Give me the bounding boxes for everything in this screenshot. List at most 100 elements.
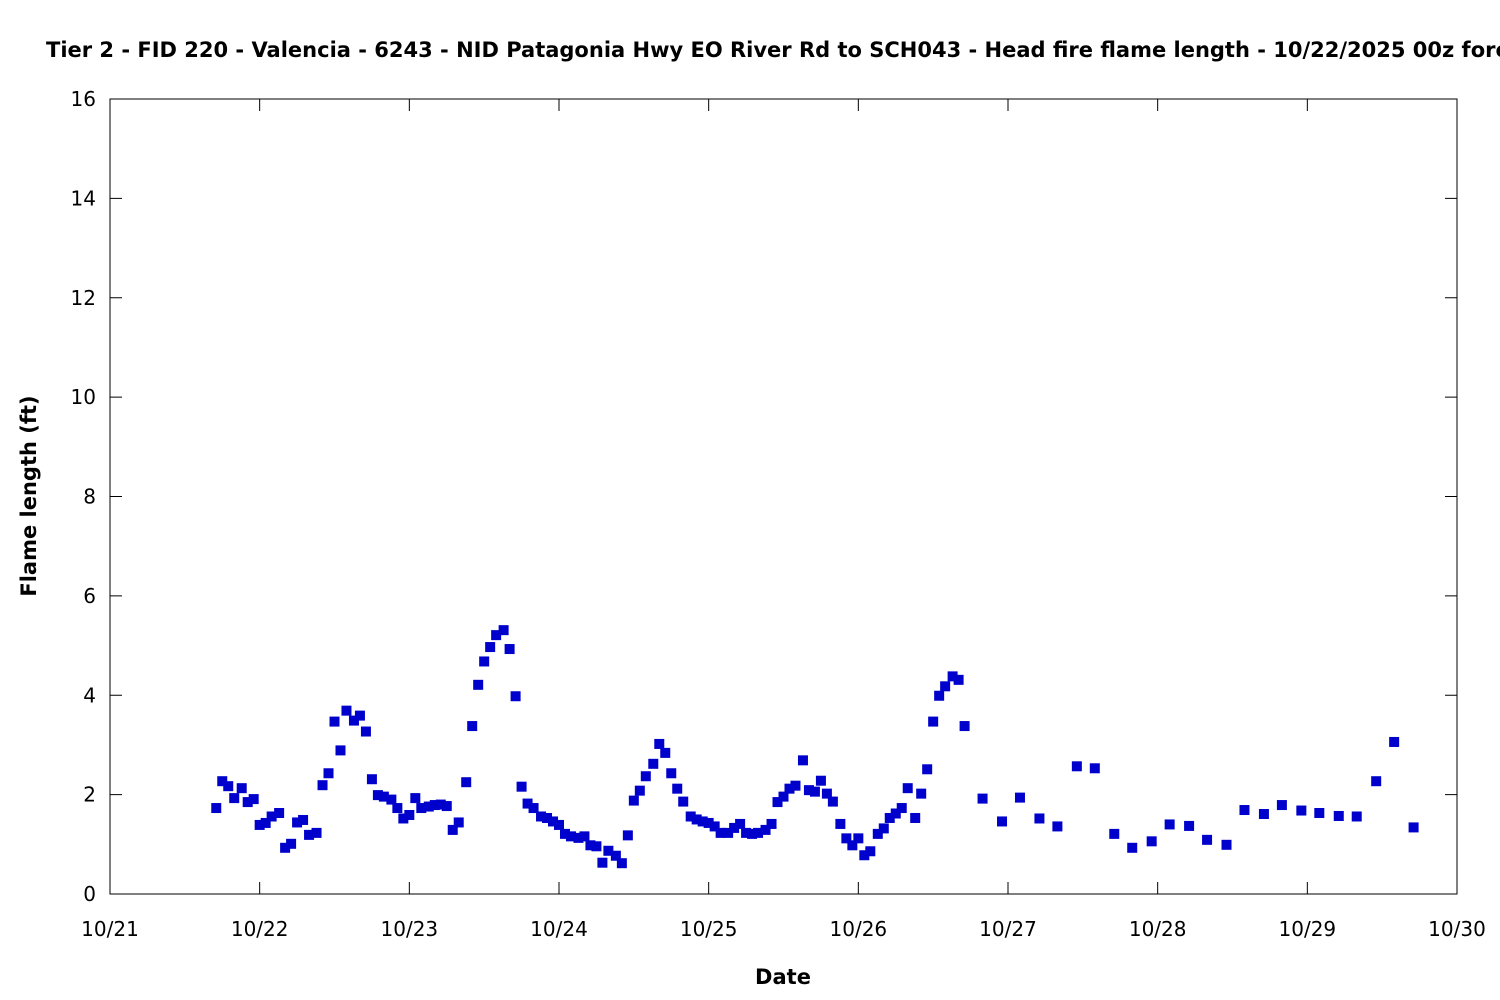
data-point (286, 838, 297, 849)
data-point (479, 656, 490, 667)
data-point (847, 840, 858, 851)
data-point (573, 832, 584, 843)
data-point (392, 803, 403, 814)
data-point (559, 828, 570, 839)
data-point (934, 690, 945, 701)
data-point (1164, 819, 1175, 830)
y-tick-label: 0 (83, 882, 96, 906)
data-point (896, 803, 907, 814)
data-point (859, 850, 870, 861)
data-point (760, 824, 771, 835)
data-point (797, 755, 808, 766)
data-point (423, 801, 434, 812)
data-point (292, 817, 303, 828)
y-tick-label: 16 (71, 87, 96, 111)
data-point (1034, 813, 1045, 824)
data-point (902, 783, 913, 794)
data-point (691, 814, 702, 825)
data-point (565, 831, 576, 842)
data-point (280, 842, 291, 853)
data-point (223, 781, 234, 792)
data-point (865, 846, 876, 857)
data-point (311, 827, 322, 838)
y-tick-label: 12 (71, 286, 96, 310)
data-point (516, 781, 527, 792)
y-axis-tick-labels: 0 2 4 6 8 10 12 14 16 (71, 87, 96, 906)
data-point (772, 797, 783, 808)
data-point (640, 771, 651, 782)
data-point (242, 797, 253, 808)
data-point (1127, 842, 1138, 853)
data-point (910, 812, 921, 823)
y-tick-label: 2 (83, 783, 96, 807)
data-point (622, 830, 633, 841)
data-point (959, 721, 970, 732)
y-tick-label: 6 (83, 584, 96, 608)
axis-ticks (109, 98, 1458, 895)
data-point (928, 716, 939, 727)
data-point (1296, 805, 1307, 816)
data-point (997, 816, 1008, 827)
data-point (616, 858, 627, 869)
data-point (473, 679, 484, 690)
data-point (298, 814, 309, 825)
data-point (703, 817, 714, 828)
data-point (585, 840, 596, 851)
data-point (348, 715, 359, 726)
data-point (354, 710, 365, 721)
data-point (536, 811, 547, 822)
data-point (648, 758, 659, 769)
data-point (1014, 792, 1025, 803)
data-point (485, 642, 496, 653)
data-point (360, 726, 371, 737)
data-point (1333, 810, 1344, 821)
data-point (634, 785, 645, 796)
data-point (947, 671, 958, 682)
data-point (398, 813, 409, 824)
data-point (335, 745, 346, 756)
data-point (528, 803, 539, 814)
plot-frame (109, 98, 1458, 895)
data-point (827, 796, 838, 807)
data-point (884, 812, 895, 823)
data-point (1184, 820, 1195, 831)
data-point (323, 768, 334, 779)
data-point (1221, 839, 1232, 850)
data-point (491, 630, 502, 641)
data-point (723, 827, 734, 838)
data-point (378, 791, 389, 802)
data-points (211, 625, 1419, 869)
data-point (372, 790, 383, 801)
data-point (784, 783, 795, 794)
data-point (853, 833, 864, 844)
data-point (542, 812, 553, 823)
data-point (441, 801, 452, 812)
y-tick-label: 8 (83, 485, 96, 509)
data-point (890, 808, 901, 819)
data-point (790, 780, 801, 791)
data-point (1314, 808, 1325, 819)
data-point (341, 705, 352, 716)
data-point (735, 818, 746, 829)
data-point (498, 625, 509, 636)
data-point (666, 768, 677, 779)
data-point (467, 721, 478, 732)
x-axis-label: Date (755, 965, 811, 989)
data-point (429, 800, 440, 811)
data-point (1146, 836, 1157, 847)
chart-title: Tier 2 - FID 220 - Valencia - 6243 - NID… (46, 38, 1500, 62)
data-point (1371, 776, 1382, 787)
data-point (254, 819, 265, 830)
data-point (504, 644, 515, 655)
data-point (821, 788, 832, 799)
data-point (953, 674, 964, 685)
y-tick-label: 10 (71, 385, 96, 409)
data-point (878, 823, 889, 834)
data-point (1239, 805, 1250, 816)
data-point (654, 738, 665, 749)
data-point (709, 821, 720, 832)
data-point (317, 780, 328, 791)
data-point (678, 796, 689, 807)
data-point (260, 817, 271, 828)
data-point (211, 803, 222, 814)
